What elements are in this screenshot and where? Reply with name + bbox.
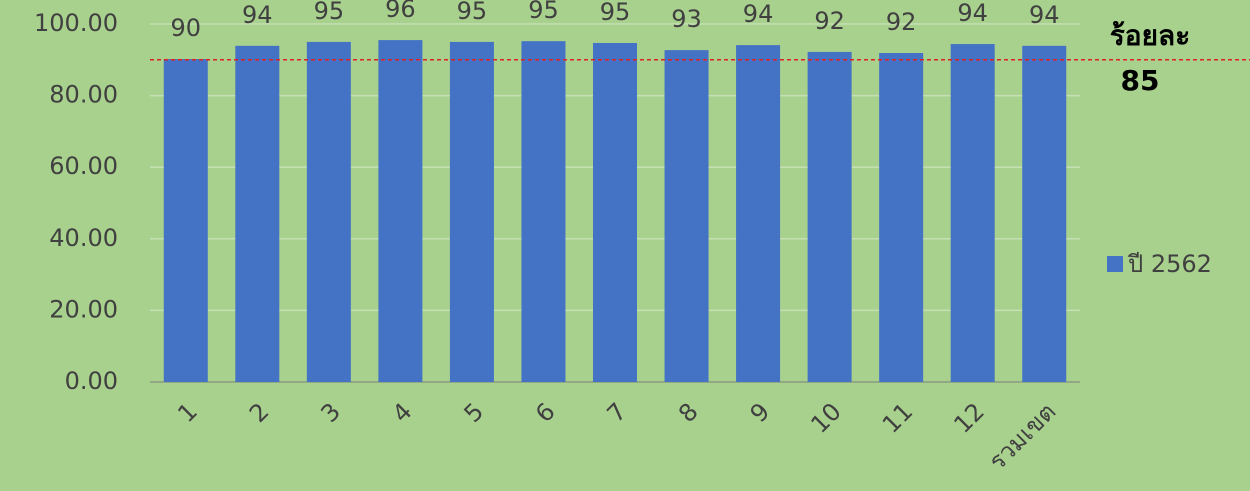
bar (807, 51, 852, 382)
data-label: 94 (957, 0, 988, 27)
bar (378, 40, 423, 383)
data-label: 95 (457, 0, 488, 25)
bar (950, 44, 995, 382)
y-tick-label: 40.00 (49, 224, 118, 252)
bar (235, 45, 280, 382)
bar (1022, 45, 1067, 382)
annotation: ร้อยละ (1110, 19, 1190, 52)
y-tick-label: 20.00 (49, 295, 118, 323)
data-label: 94 (743, 0, 774, 28)
y-tick-label: 60.00 (49, 152, 118, 180)
bar (449, 41, 494, 383)
bar (664, 50, 709, 382)
data-label: 94 (242, 1, 273, 29)
y-tick-label: 100.00 (34, 9, 118, 37)
data-label: 95 (314, 0, 345, 25)
y-tick-label: 0.00 (65, 367, 118, 395)
data-label: 92 (814, 7, 845, 35)
data-label: 95 (528, 0, 559, 24)
data-label: 90 (170, 14, 201, 42)
data-label: 93 (671, 5, 702, 33)
legend-label: ปี 2562 (1127, 250, 1212, 278)
bar (879, 52, 924, 383)
data-label: 94 (1029, 1, 1060, 29)
data-label: 95 (600, 0, 631, 26)
bar (736, 45, 781, 382)
legend-swatch (1107, 256, 1123, 272)
bar (306, 41, 351, 383)
data-label: 92 (886, 8, 917, 36)
bar (521, 41, 566, 383)
annotation: 85 (1121, 64, 1160, 97)
bar (593, 42, 637, 382)
data-label: 96 (385, 0, 416, 23)
y-tick-label: 80.00 (49, 81, 118, 109)
bar (163, 59, 208, 383)
